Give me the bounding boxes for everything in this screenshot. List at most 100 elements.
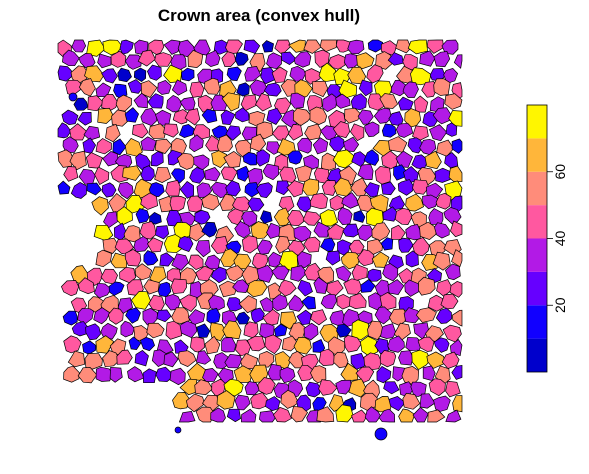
crown-polygon [264, 334, 283, 355]
crown-polygon [71, 39, 87, 53]
crown-polygon [101, 68, 118, 84]
crown-polygon [426, 39, 444, 54]
crown-polygon [303, 39, 322, 54]
crown-polygon [142, 307, 159, 326]
crown-polygon [186, 393, 206, 413]
crown-polygon [171, 253, 189, 271]
crown-polygon [178, 124, 195, 138]
crown-polygon [390, 224, 406, 240]
crown-polygon [201, 193, 220, 211]
crown-polygon [146, 237, 164, 253]
crown-polygon [296, 309, 312, 326]
crown-polygon [77, 277, 95, 295]
crown-polygon [405, 250, 419, 268]
crown-polygon [154, 138, 173, 155]
crown-polygon [389, 308, 407, 326]
crown-polygon [67, 350, 86, 368]
crown-polygon [246, 335, 266, 352]
crown-polygon [226, 66, 242, 82]
crown-polygon [379, 93, 399, 109]
crown-polygon [296, 251, 312, 269]
crown-polygon [279, 366, 296, 384]
crown-polygon [261, 40, 274, 53]
crown-polygon [177, 350, 197, 368]
crown-polygon [316, 406, 335, 423]
crown-polygon [63, 166, 79, 182]
crown-polygon [226, 408, 241, 423]
crown-polygon [387, 279, 405, 295]
crown-polygon [147, 93, 164, 109]
crown-polygon [444, 263, 461, 281]
crown-polygon [433, 51, 451, 68]
crown-polygon [332, 121, 351, 139]
crown-polygon [103, 211, 119, 229]
crown-polygon [429, 240, 448, 258]
crown-polygon [445, 409, 462, 423]
crown-polygon [243, 321, 259, 339]
crown-polygon [189, 167, 206, 184]
crown-polygon [304, 68, 321, 85]
crown-polygon [357, 163, 374, 180]
crown-polygon [82, 137, 97, 154]
legend-color-bin [527, 305, 547, 339]
crown-polygon [97, 53, 112, 69]
crown-polygon [402, 392, 421, 410]
crown-polygon [186, 195, 204, 213]
crown-polygon [320, 237, 336, 252]
crown-polygon [351, 409, 368, 423]
crown-polygon [149, 211, 162, 225]
crown-polygon [287, 150, 303, 165]
crown-polygon [279, 166, 297, 183]
crown-polygon [288, 39, 306, 53]
crown-polygon [272, 294, 288, 312]
crown-polygon [201, 221, 218, 238]
crown-polygon [357, 224, 374, 242]
crown-polygon [124, 137, 143, 157]
crown-polygon [169, 196, 187, 212]
crown-polygon [401, 366, 420, 385]
legend-tick-label: 60 [552, 164, 568, 180]
crown-polygon [148, 123, 167, 140]
legend-color-bin [527, 271, 547, 306]
crown-polygon [133, 92, 148, 109]
crown-polygon [157, 79, 172, 95]
crown-polygon [271, 66, 288, 84]
crown-polygon [234, 394, 251, 411]
crown-polygon [320, 293, 338, 310]
crown-polygon [444, 93, 463, 110]
crown-polygon [211, 150, 228, 169]
crown-polygon [343, 53, 359, 69]
crown-polygon [244, 66, 262, 82]
crown-polygon [364, 406, 382, 423]
crown-polygon [169, 367, 186, 386]
crown-polygon [260, 67, 276, 85]
crown-polygon [444, 152, 459, 169]
crown-polygon [381, 181, 396, 196]
crown-polygon [356, 52, 375, 70]
crown-polygon [235, 339, 252, 357]
crown-polygon [178, 411, 196, 423]
crown-polygon [102, 237, 120, 254]
crown-polygon [97, 107, 115, 124]
crown-polygon [433, 78, 451, 96]
crown-polygon [179, 180, 195, 199]
crown-polygon [78, 78, 96, 97]
crown-polygon [174, 426, 182, 434]
crown-polygon [163, 351, 179, 368]
crown-polygon [290, 265, 308, 282]
crown-polygon [177, 236, 194, 253]
crown-polygon [204, 77, 221, 95]
crown-polygon [171, 79, 188, 96]
crown-polygon [445, 122, 458, 137]
crown-polygon [451, 364, 463, 380]
crown-polygon [292, 107, 313, 127]
crown-polygon [124, 248, 142, 267]
crown-polygon [333, 67, 353, 85]
crown-polygon [95, 82, 112, 97]
crown-polygon [412, 406, 429, 423]
crown-polygon [363, 352, 383, 371]
crown-polygon [148, 39, 165, 55]
crown-polygon [127, 366, 145, 383]
crown-polygon [367, 39, 384, 53]
crown-polygon [302, 178, 320, 196]
